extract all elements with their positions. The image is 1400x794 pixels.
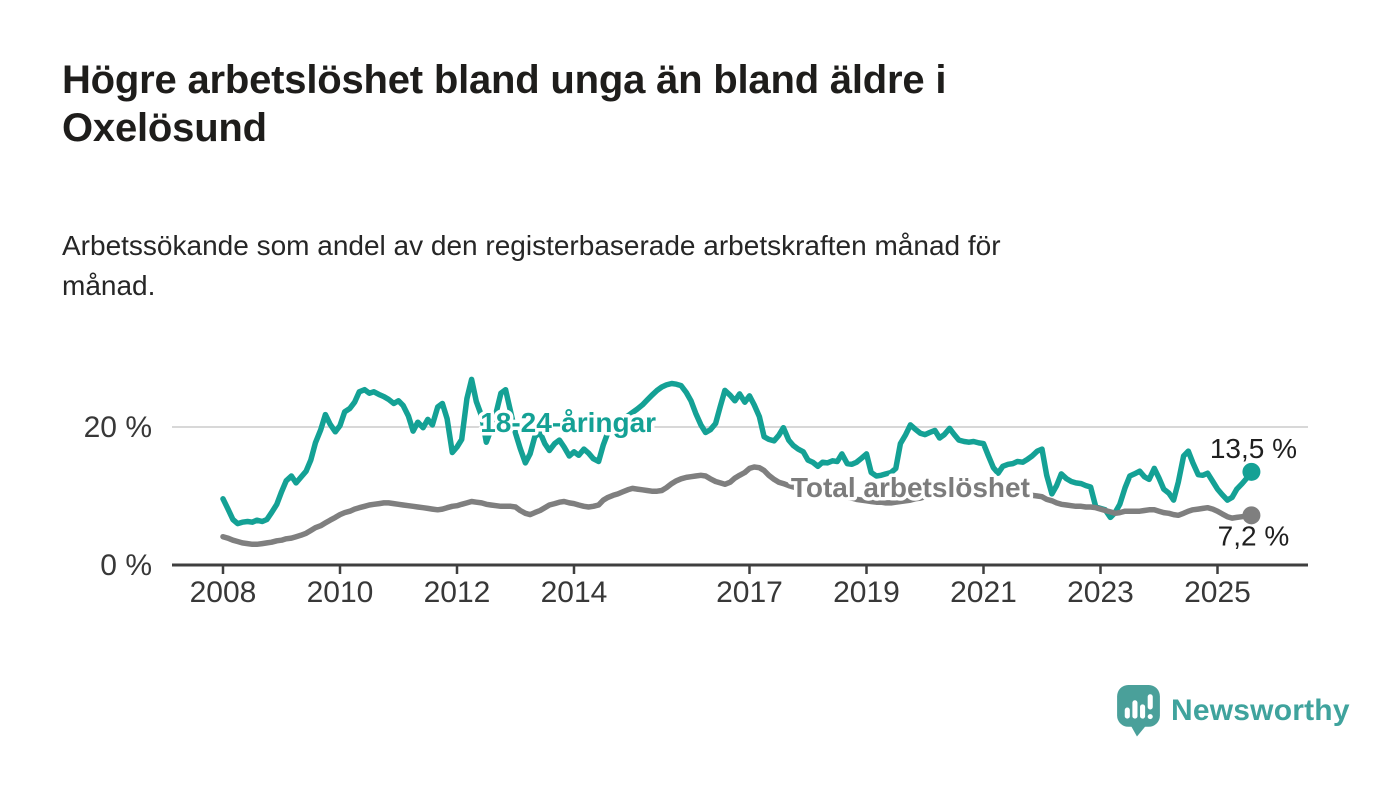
y-tick-label-0: 0 % — [100, 549, 152, 582]
x-tick-label-2023: 2023 — [1067, 576, 1134, 609]
chart-canvas: 0 % 20 % 2008 2010 2012 2014 2017 2019 2021 2023 2… — [84, 376, 1308, 609]
series-label-total: Total arbetslöshet — [791, 472, 1030, 503]
x-tick-label-2010: 2010 — [307, 576, 374, 609]
page-subtitle: Arbetssökande som andel av den registerb… — [62, 230, 1001, 301]
x-tick-label-2014: 2014 — [541, 576, 608, 609]
newsworthy-logo[interactable]: Newsworthy — [1116, 684, 1350, 737]
newsworthy-brand-text: Newsworthy — [1171, 693, 1350, 727]
x-tick-label-2017: 2017 — [716, 576, 783, 609]
y-tick-label-20: 20 % — [84, 411, 152, 444]
series-label-youth: 18-24-åringar — [480, 407, 656, 438]
end-label-total: 7,2 % — [1218, 520, 1290, 551]
series-line-total — [220, 464, 1255, 548]
x-tick-label-2008: 2008 — [190, 576, 257, 609]
x-tick-label-2021: 2021 — [950, 576, 1017, 609]
page-title: Högre arbetslöshet bland unga än bland ä… — [62, 58, 947, 150]
series-line-youth — [220, 376, 1255, 527]
unemployment-line-chart: 0 % 20 % 2008 2010 2012 2014 2017 2019 2021 2023 2… — [0, 360, 1400, 640]
x-tick-label-2025: 2025 — [1184, 576, 1251, 609]
end-label-youth: 13,5 % — [1210, 433, 1297, 464]
end-dot-total — [1242, 506, 1261, 525]
x-tick-label-2012: 2012 — [424, 576, 491, 609]
newsworthy-speech-bubble-bar-chart-icon — [1117, 685, 1160, 737]
end-dot-youth — [1242, 462, 1261, 481]
x-tick-label-2019: 2019 — [833, 576, 900, 609]
